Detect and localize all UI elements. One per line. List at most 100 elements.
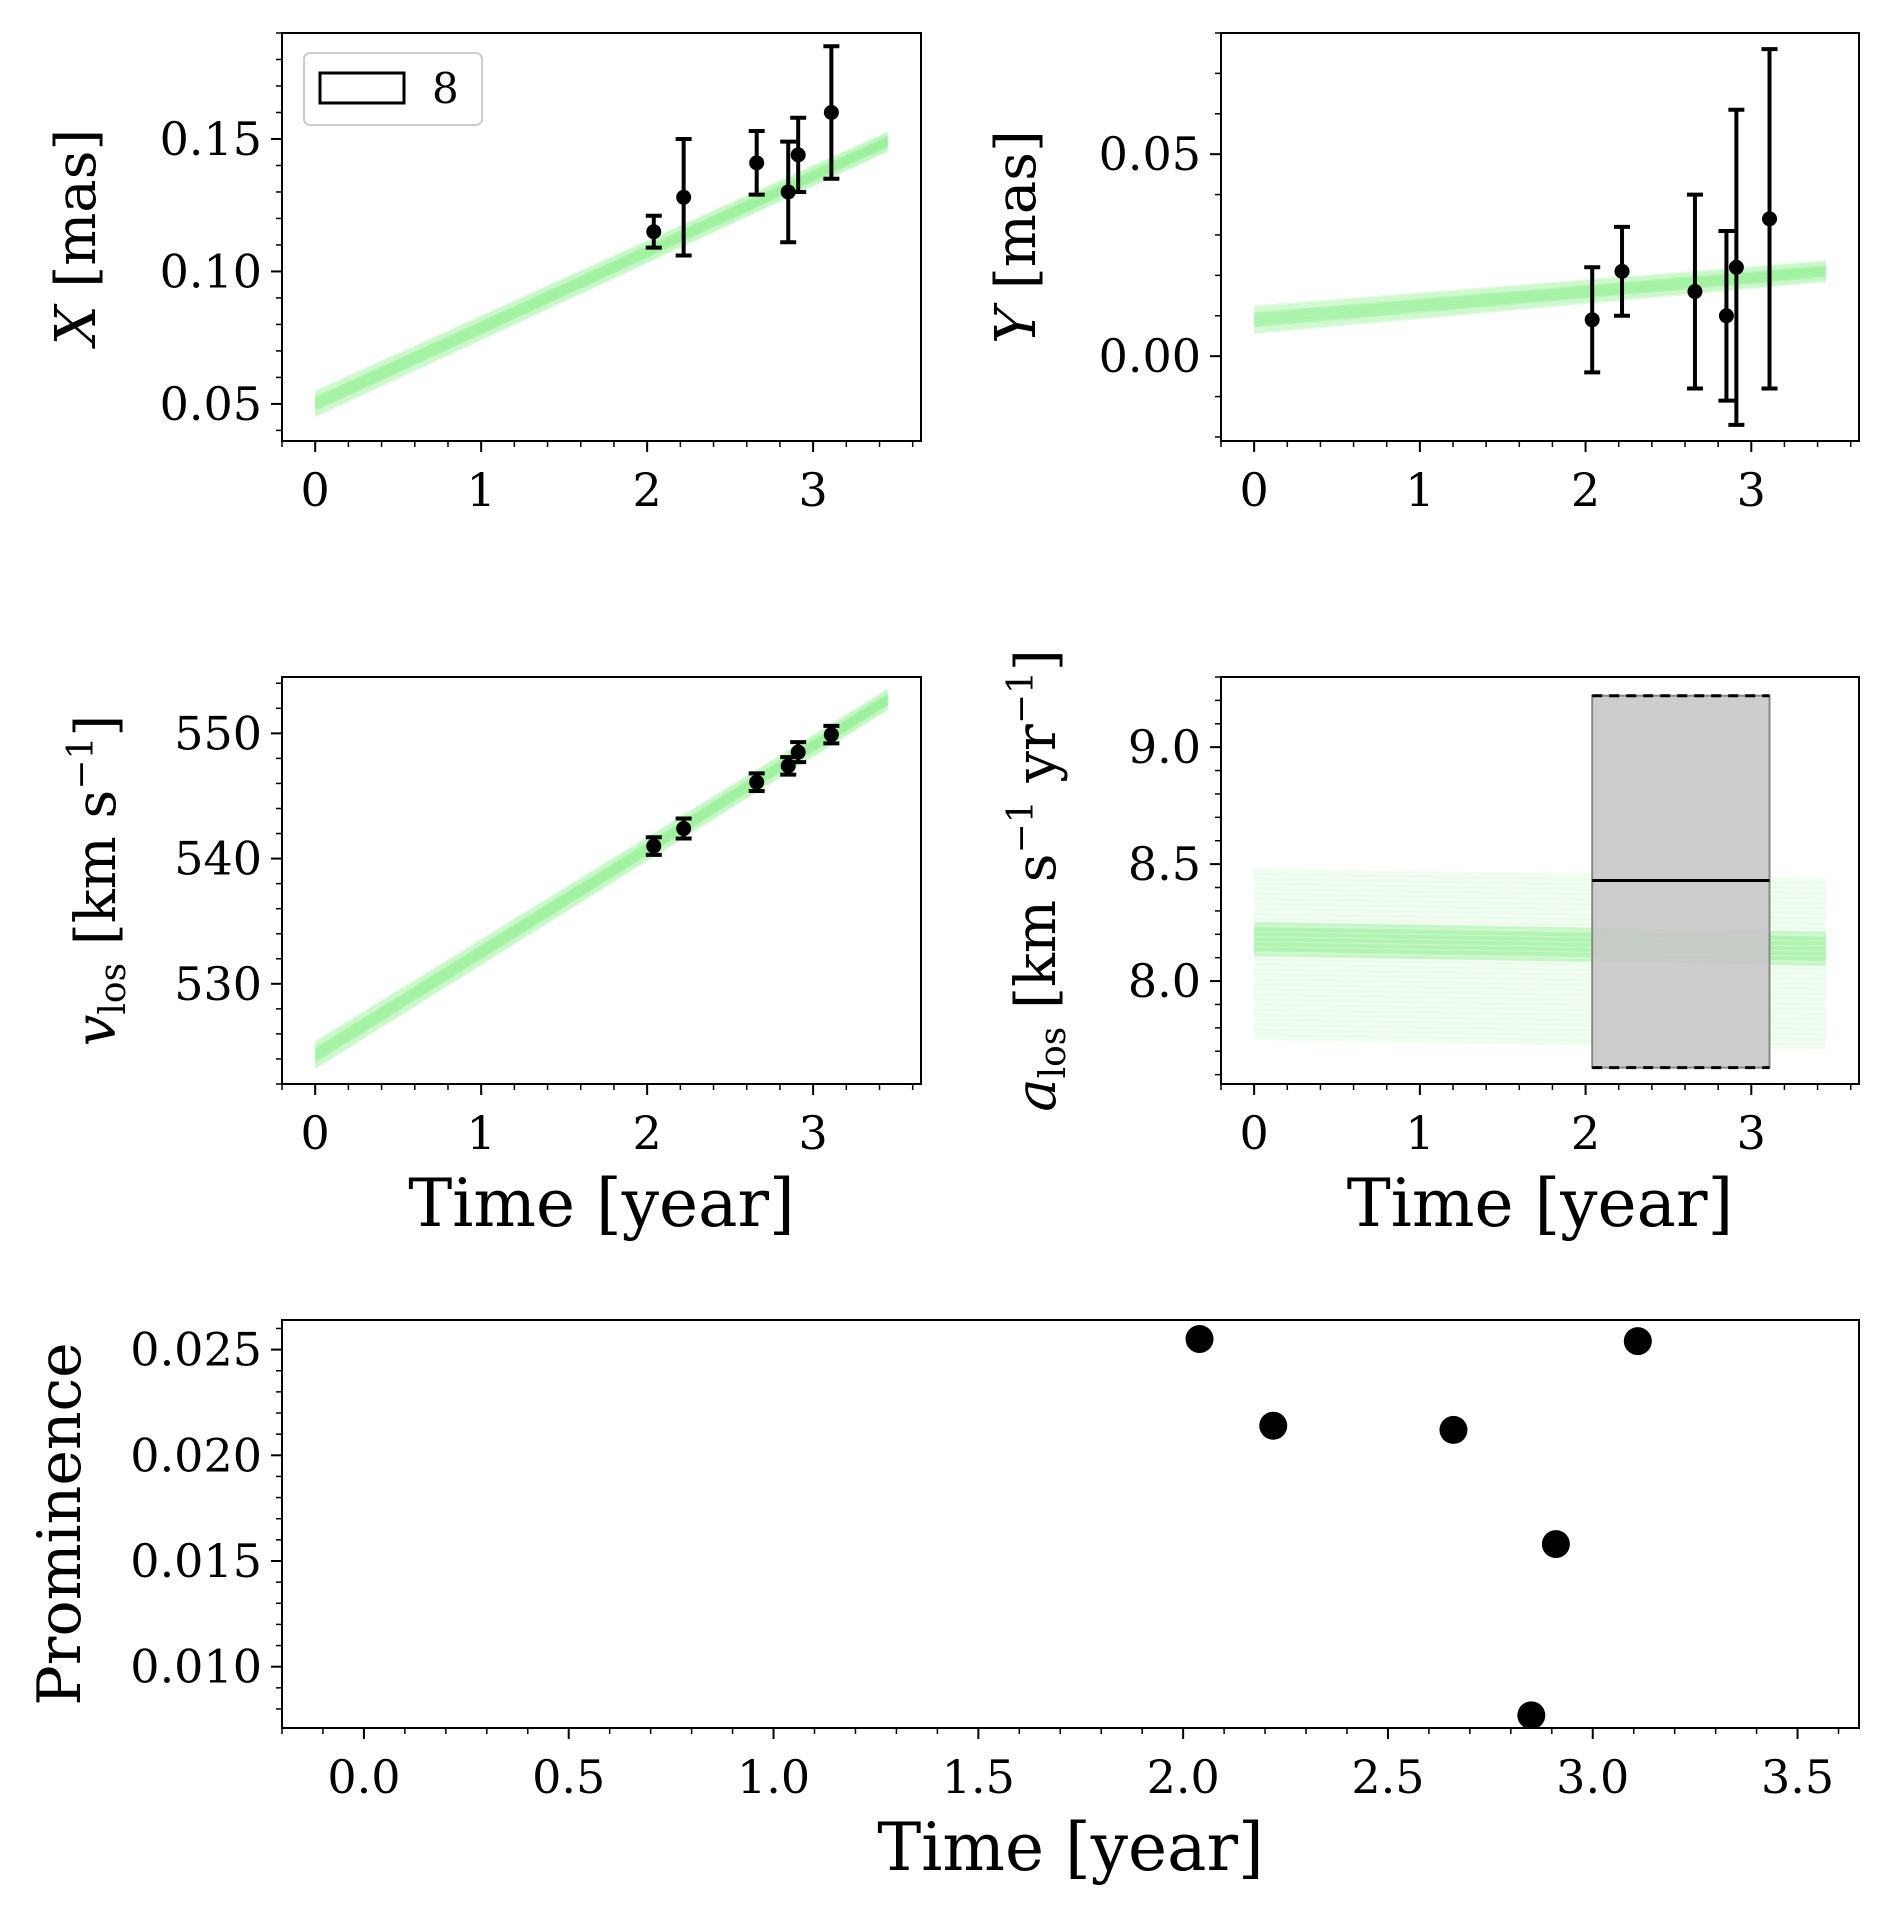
- x-axis-label: Time [year]: [877, 1809, 1264, 1886]
- chart-alos: 0 1 2 3 8.0 8.5 9.0 alos [km s−1 yr−1] Time [yea…: [1001, 649, 1860, 1242]
- x-tick-label: 0: [301, 1106, 330, 1160]
- x-axis: 0 1 2 3: [1220, 1084, 1852, 1160]
- y-tick-label: 540: [174, 832, 262, 886]
- x-tick-label: 3.0: [1556, 1750, 1629, 1804]
- data-point: [646, 838, 662, 854]
- y-tick-label: 0.025: [130, 1323, 262, 1377]
- axes-frame: [1220, 32, 1860, 442]
- data-point: [646, 224, 662, 240]
- x-tick-label: 3: [1737, 463, 1766, 517]
- model-line: [1254, 276, 1826, 331]
- x-tick-label: 2.5: [1351, 1750, 1424, 1804]
- data-points: [1185, 1325, 1652, 1728]
- y-tick-label: 0.05: [160, 377, 262, 431]
- x-tick-label: 1.0: [737, 1750, 810, 1804]
- data-point: [1259, 1411, 1288, 1440]
- y-tick-label: 8.5: [1128, 837, 1201, 891]
- model-line: [314, 131, 889, 394]
- x-tick-label: 3: [798, 1106, 827, 1160]
- model-line: [1254, 264, 1826, 314]
- x-tick-label: 0.0: [327, 1750, 400, 1804]
- data-point: [1762, 211, 1778, 227]
- x-tick-label: 0: [1240, 463, 1269, 517]
- y-tick-label: 0.05: [1099, 127, 1201, 181]
- y-axis: 0.010 0.015 0.020 0.025: [130, 1323, 282, 1710]
- y-axis-label: vlos [km s−1]: [61, 715, 134, 1046]
- model-line: [314, 136, 889, 400]
- data-point: [1517, 1701, 1546, 1728]
- axes-frame: [281, 32, 922, 442]
- data-points: [645, 723, 840, 857]
- data-point: [823, 104, 839, 120]
- plot-area: [314, 44, 889, 418]
- data-points: [1584, 47, 1778, 427]
- y-axis-label: Y [mas]: [984, 130, 1049, 344]
- x-tick-label: 1: [467, 1106, 496, 1160]
- x-tick-label: 2: [1571, 1106, 1600, 1160]
- legend: 8: [303, 52, 483, 126]
- x-tick-label: 1: [467, 463, 496, 517]
- data-point: [780, 184, 796, 200]
- data-point: [676, 821, 692, 837]
- axes-frame: [1220, 676, 1860, 1085]
- model-line: [314, 134, 889, 398]
- legend-swatch: [318, 71, 406, 105]
- x-tick-label: 3: [1737, 1106, 1766, 1160]
- chart-y: 0 1 2 3 0.00 0.05 Y [mas]: [984, 32, 1860, 517]
- x-axis: 0.0 0.5 1.0 1.5 2.0 2.5 3.0 3.5: [281, 1728, 1840, 1804]
- data-point: [1687, 284, 1703, 300]
- data-point: [823, 727, 839, 743]
- x-tick-label: 1.5: [942, 1750, 1015, 1804]
- model-line: [1254, 279, 1826, 335]
- chart-prominence: 0.0 0.5 1.0 1.5 2.0 2.5 3.0 3.50.0100.0150.0200…: [25, 1319, 1860, 1886]
- y-axis-label: X [mas]: [44, 129, 109, 350]
- y-tick-label: 0.010: [130, 1640, 262, 1694]
- y-tick-label: 8.0: [1128, 954, 1201, 1008]
- y-tick-label: 530: [174, 957, 262, 1011]
- data-point: [1185, 1325, 1214, 1354]
- y-tick-label: 550: [174, 706, 262, 760]
- chart-x: 0 1 2 3 0.05 0.10 0.15 X [mas] 8: [44, 32, 922, 517]
- y-axis-label: alos [km s−1 yr−1]: [1001, 649, 1074, 1112]
- y-axis: 530 540 550: [174, 682, 282, 1085]
- axes-frame: [281, 1319, 1860, 1729]
- plot-area: [1254, 694, 1826, 1070]
- legend-label: 8: [432, 64, 459, 113]
- x-tick-label: 1: [1405, 1106, 1434, 1160]
- legend-frame: [303, 52, 483, 126]
- y-axis-label: Prominence: [25, 1342, 95, 1705]
- data-point: [676, 189, 692, 205]
- model-line: [314, 132, 889, 395]
- data-point: [1439, 1415, 1468, 1444]
- x-axis-label: Time [year]: [408, 1165, 795, 1242]
- model-line: [314, 133, 889, 397]
- y-tick-label: 0.015: [130, 1534, 262, 1588]
- x-axis: 0 1 2 3: [281, 441, 914, 517]
- data-point: [1584, 312, 1600, 328]
- data-points: [645, 44, 840, 258]
- x-tick-label: 3.5: [1761, 1750, 1834, 1804]
- x-axis-label: Time [year]: [1347, 1165, 1734, 1242]
- y-axis: 0.00 0.05: [1099, 32, 1221, 438]
- model-line: [1254, 278, 1826, 333]
- y-axis: 0.05 0.10 0.15: [160, 32, 282, 432]
- data-point: [1614, 263, 1630, 279]
- y-tick-label: 0.020: [130, 1428, 262, 1482]
- y-tick-label: 0.00: [1099, 329, 1201, 383]
- x-tick-label: 2: [1571, 463, 1600, 517]
- x-tick-label: 2.0: [1147, 1750, 1220, 1804]
- data-point: [1623, 1327, 1652, 1356]
- constraint-box: [1591, 694, 1771, 1070]
- x-tick-label: 2: [633, 463, 662, 517]
- y-tick-label: 9.0: [1128, 720, 1201, 774]
- data-point: [749, 155, 765, 171]
- data-point: [1718, 308, 1734, 324]
- chart-vlos: 0 1 2 3 530 540 550 vlos [km s−1] Time [year]: [61, 676, 922, 1242]
- x-tick-label: 0: [1240, 1106, 1269, 1160]
- model-band: [314, 131, 889, 418]
- x-tick-label: 0.5: [532, 1750, 605, 1804]
- y-tick-label: 0.15: [160, 112, 262, 166]
- plot-area: [314, 688, 889, 1070]
- x-axis: 0 1 2 3: [281, 1084, 914, 1160]
- data-point: [790, 744, 806, 760]
